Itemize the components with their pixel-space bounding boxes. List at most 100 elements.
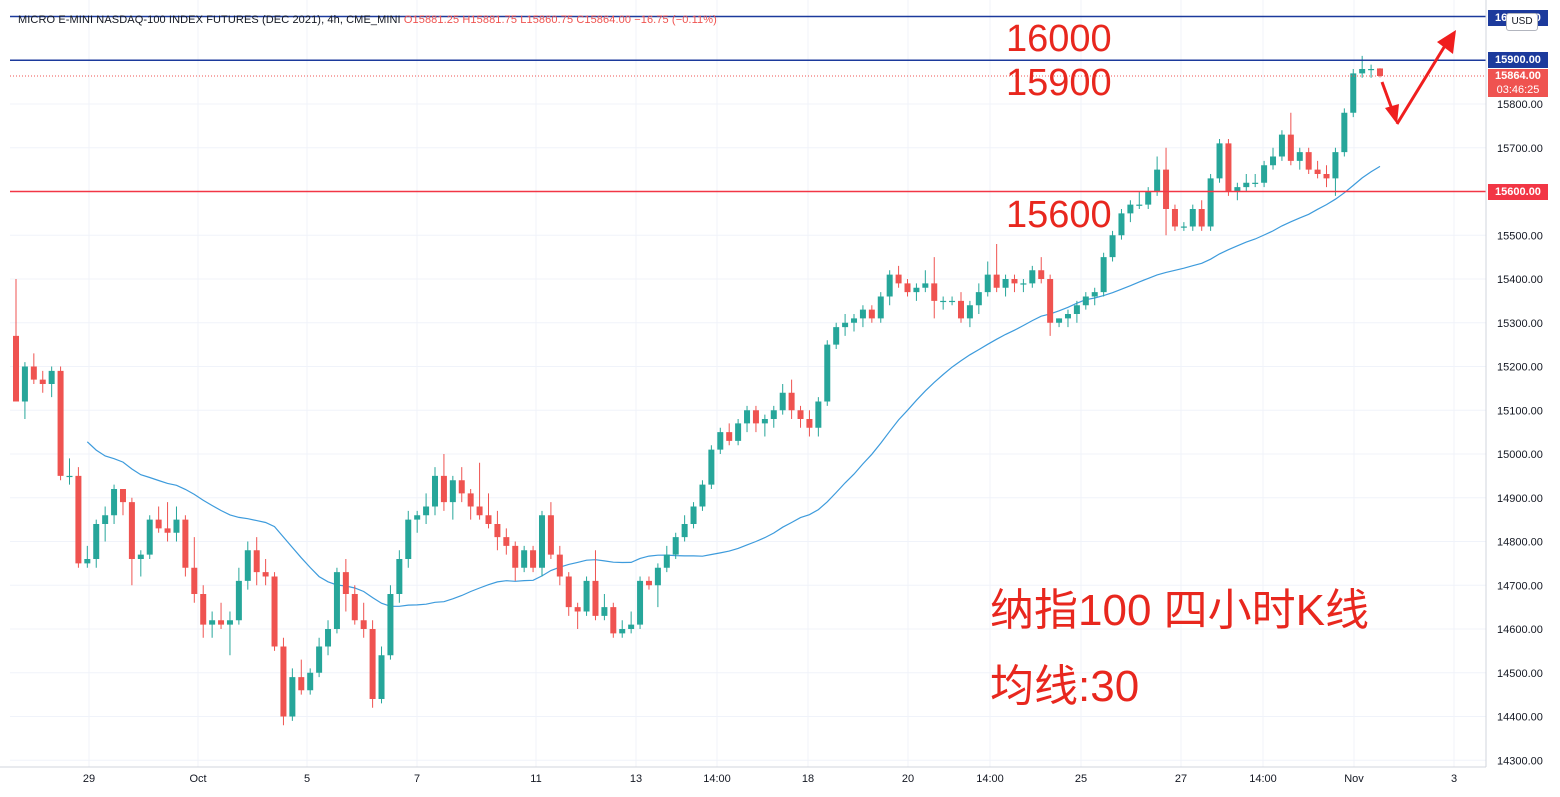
candle-body [182, 519, 189, 568]
candle-body [1278, 134, 1285, 157]
candle-body [1252, 182, 1259, 184]
candle-body [993, 274, 1000, 288]
candle-body [886, 274, 893, 297]
x-axis[interactable]: 29 Oct 5 7 11 13 14:00 18 20 14:00 25 27 14:00 Nov 3 [0, 766, 1486, 785]
label-16000: 16000 [1006, 18, 1112, 60]
candle-body [1368, 69, 1375, 71]
candle-body [1225, 143, 1232, 192]
candle-body [414, 515, 421, 520]
candle-body [556, 554, 563, 577]
candle-body [378, 655, 385, 699]
y-axis[interactable]: 15800.00 15700.00 15500.00 15400.00 15300.00… [1485, 0, 1543, 767]
y-tick-label: 14900.00 [1497, 493, 1543, 505]
candle-body [458, 480, 465, 494]
candle-body [93, 524, 100, 559]
y-tick-label: 14300.00 [1497, 755, 1543, 767]
last-price-tag: 15864.00 [1488, 69, 1548, 83]
symbol-legend[interactable]: MICRO E-MINI NASDAQ-100 INDEX FUTURES (D… [18, 14, 717, 26]
candle-body [396, 559, 403, 594]
candle-body [1171, 209, 1178, 227]
candle-body [957, 300, 964, 319]
candle-body [66, 475, 73, 478]
candle-body [173, 519, 180, 533]
candle-body [922, 283, 929, 288]
candle-body [842, 322, 849, 328]
candle-body [1064, 314, 1071, 319]
candle-body [699, 484, 706, 507]
candle-body [155, 519, 162, 529]
candle-body [672, 537, 679, 555]
candle-body [1359, 69, 1366, 74]
candle-body [895, 274, 902, 284]
candle-body [1091, 292, 1098, 297]
candle-body [592, 580, 599, 616]
candle-body [467, 493, 474, 507]
candle-body [824, 344, 831, 402]
price-tag-15900: 15900.00 [1488, 52, 1548, 68]
x-tick-label: 29 [83, 773, 95, 785]
candle-body [1154, 169, 1161, 192]
y-tick-label: 15200.00 [1497, 362, 1543, 374]
candle-body [351, 594, 358, 621]
candle-body [119, 489, 126, 503]
candle-body [1163, 169, 1170, 209]
candle-body [325, 629, 332, 647]
candle-body [761, 419, 768, 424]
candle-body [1038, 270, 1045, 279]
x-tick-label: 3 [1451, 773, 1457, 785]
grid-lines [10, 0, 1486, 767]
x-tick-label: 25 [1075, 773, 1087, 785]
candle-body [530, 550, 537, 568]
candle-body [806, 419, 813, 428]
candle-body [298, 677, 305, 691]
candle-body [1198, 209, 1205, 227]
candle-body [1082, 296, 1089, 306]
symbol-title: MICRO E-MINI NASDAQ-100 INDEX FUTURES (D… [18, 14, 401, 26]
ma-annotation: 均线:30 [990, 662, 1140, 711]
candle-body [1029, 270, 1036, 284]
candle-body [565, 576, 572, 608]
low-value: L15860.75 [520, 14, 574, 26]
candle-body [547, 515, 554, 555]
candle-body [432, 475, 439, 507]
candle-body [1270, 156, 1277, 166]
horizontal-levels-layer [10, 15, 1486, 193]
currency-button[interactable]: USD [1506, 13, 1538, 31]
x-tick-label: 13 [630, 773, 642, 785]
candle-body [1377, 68, 1383, 76]
candle-body [1234, 187, 1241, 192]
candle-body [289, 677, 296, 717]
candle-body [717, 432, 724, 450]
y-tick-label: 14500.00 [1497, 668, 1543, 680]
candle-body [797, 410, 804, 419]
candle-body [307, 672, 314, 691]
up-arrow-shaft [1395, 43, 1448, 125]
candle-body [21, 366, 28, 402]
candle-body [218, 620, 225, 625]
candle-body [1189, 209, 1196, 227]
candle-body [654, 567, 661, 586]
candle-body [360, 620, 367, 629]
candle-body [494, 524, 501, 538]
candle-body [583, 580, 590, 612]
candle-body [1305, 152, 1312, 170]
y-tick-label: 15500.00 [1497, 230, 1543, 242]
candle-body [405, 519, 412, 559]
x-tick-label: 5 [304, 773, 310, 785]
candle-body [637, 580, 644, 625]
x-tick-label: 14:00 [1249, 773, 1277, 785]
candle-body [877, 296, 884, 319]
x-tick-label: 14:00 [703, 773, 731, 785]
candle-body [1287, 134, 1294, 161]
x-tick-label: 18 [802, 773, 814, 785]
candle-body [788, 392, 795, 411]
y-tick-label: 14600.00 [1497, 624, 1543, 636]
label-15900: 15900 [1006, 62, 1112, 104]
candle-body [1332, 152, 1339, 179]
candle-body [708, 449, 715, 485]
candle-body [1180, 226, 1187, 228]
candle-body [503, 537, 510, 546]
candle-body [449, 480, 456, 503]
candle-body [1011, 279, 1018, 284]
